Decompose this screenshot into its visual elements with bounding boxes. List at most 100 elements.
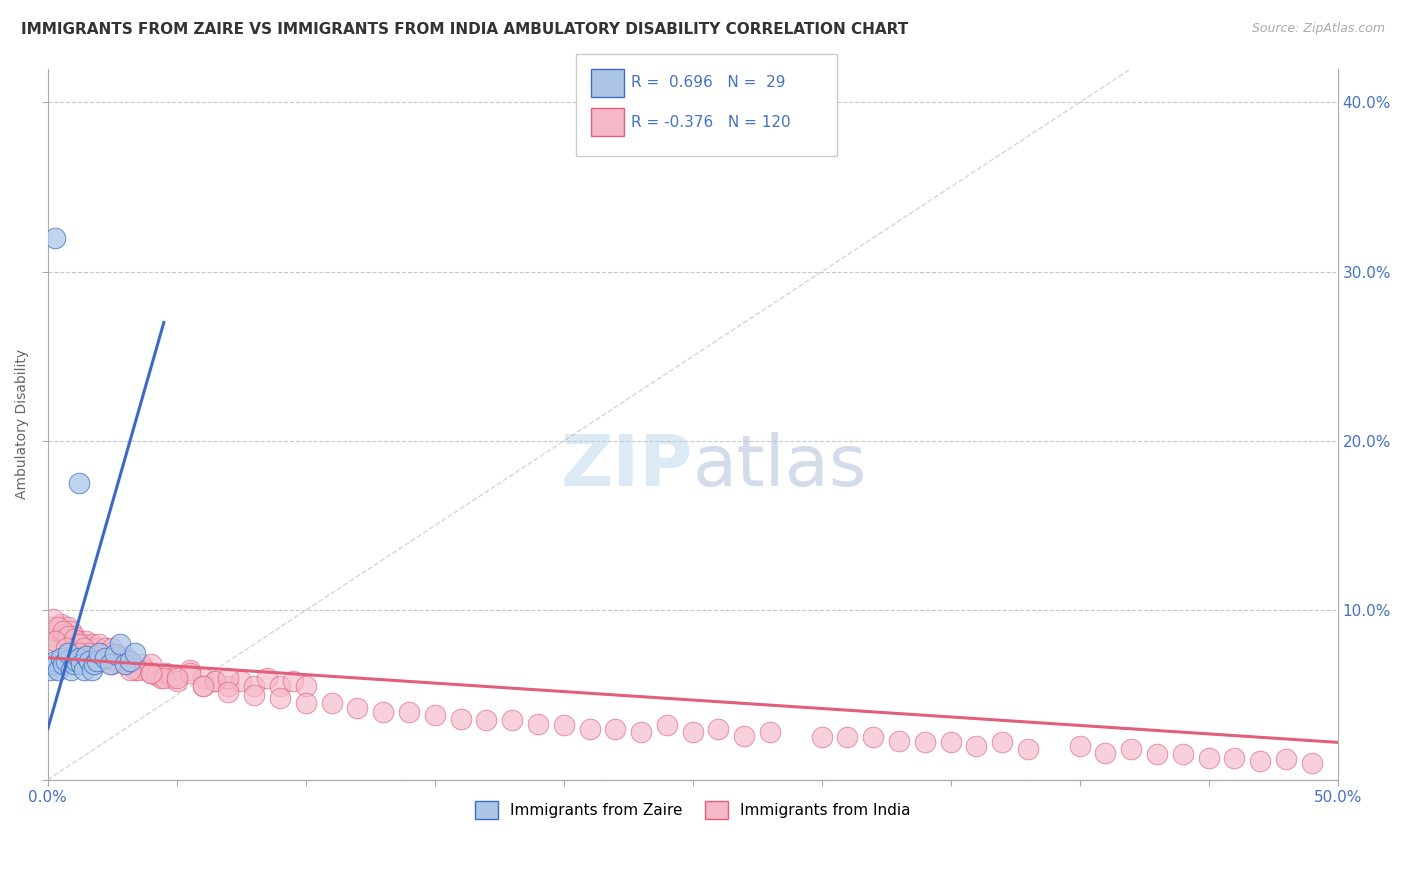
Point (191, 680, 214, 694)
Point (501, 714, 523, 728)
Point (52, 657, 75, 672)
Point (42, 629, 65, 643)
Point (86, 640, 108, 655)
Point (655, 718, 678, 732)
Text: atlas: atlas (693, 433, 868, 501)
Point (256, 671, 278, 685)
Point (67, 633, 90, 648)
Point (475, 714, 498, 728)
Point (321, 697, 343, 711)
Point (1146, 747, 1168, 762)
Point (108, 637, 131, 651)
Point (55, 631, 77, 645)
Point (96, 650, 118, 665)
Point (77, 654, 100, 668)
Point (281, 674, 304, 689)
Point (73, 663, 96, 677)
Point (58, 629, 80, 643)
Point (1198, 750, 1220, 764)
Point (1094, 746, 1116, 760)
Point (966, 739, 988, 753)
Point (160, 671, 183, 685)
Point (423, 708, 446, 723)
Point (101, 650, 124, 665)
Text: R = -0.376   N = 120: R = -0.376 N = 120 (631, 115, 792, 129)
Point (114, 648, 136, 663)
Point (166, 671, 188, 685)
Point (371, 705, 394, 719)
Point (120, 663, 142, 677)
Point (217, 671, 239, 685)
Point (46, 663, 69, 677)
Point (73, 640, 96, 655)
Point (80, 637, 103, 651)
Text: Source: ZipAtlas.com: Source: ZipAtlas.com (1251, 22, 1385, 36)
Point (166, 667, 188, 681)
Point (1069, 739, 1091, 753)
Text: ZIP: ZIP (561, 433, 693, 501)
Point (139, 665, 162, 680)
Point (269, 691, 291, 706)
Point (217, 680, 239, 694)
Point (1171, 747, 1194, 762)
Point (837, 731, 859, 745)
Point (75, 648, 97, 663)
Point (62, 632, 84, 646)
Point (204, 674, 226, 689)
Point (67, 476, 90, 491)
Point (75, 633, 97, 648)
Point (101, 640, 124, 655)
Point (90, 646, 112, 660)
Point (89, 654, 111, 668)
Point (44, 633, 66, 648)
Point (58, 646, 80, 660)
Point (86, 654, 108, 668)
Point (759, 725, 782, 739)
Point (83, 654, 105, 668)
Point (44, 633, 66, 648)
Point (145, 667, 167, 681)
Point (62, 629, 84, 643)
Point (114, 657, 136, 672)
Point (73, 637, 96, 651)
Point (243, 688, 266, 702)
Point (114, 657, 136, 672)
Point (44, 231, 66, 245)
Y-axis label: Ambulatory Disability: Ambulatory Disability (15, 349, 30, 500)
Point (59, 663, 82, 677)
Point (39, 663, 62, 677)
Point (93, 640, 115, 655)
Point (1017, 742, 1039, 756)
Point (83, 648, 105, 663)
Point (124, 646, 146, 660)
Point (83, 646, 105, 660)
Point (104, 648, 127, 662)
Point (191, 671, 214, 685)
Point (108, 650, 131, 665)
Point (49, 650, 72, 665)
Point (630, 725, 652, 739)
Point (139, 665, 162, 680)
Point (44, 654, 66, 668)
Point (887, 733, 910, 747)
Point (217, 684, 239, 698)
Point (1121, 742, 1143, 756)
Point (107, 648, 129, 663)
Point (155, 665, 177, 680)
Point (52, 627, 75, 641)
Text: R =  0.696   N =  29: R = 0.696 N = 29 (631, 75, 786, 89)
Point (65, 637, 87, 651)
Point (135, 663, 157, 677)
Point (179, 665, 201, 680)
Point (733, 729, 755, 743)
Point (83, 657, 105, 672)
Point (294, 680, 316, 694)
Point (101, 657, 124, 672)
Point (52, 624, 75, 638)
Point (204, 674, 226, 689)
Point (191, 680, 214, 694)
Point (1223, 750, 1246, 764)
Point (398, 705, 420, 719)
Point (98, 646, 121, 660)
Point (62, 657, 84, 672)
